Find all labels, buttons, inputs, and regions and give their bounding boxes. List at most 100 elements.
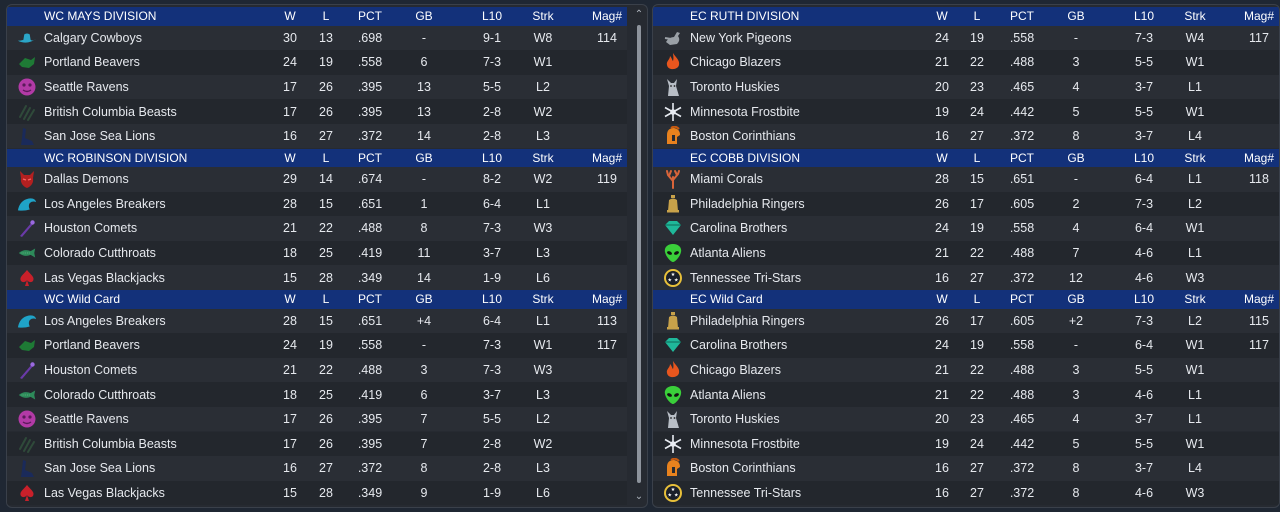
team-name[interactable]: Seattle Ravens	[44, 79, 129, 94]
team-name[interactable]: Portland Beavers	[44, 55, 140, 70]
column-header-l[interactable]: L	[322, 9, 330, 24]
team-name[interactable]: Tennessee Tri-Stars	[690, 485, 802, 500]
team-row[interactable]: Las Vegas Blackjacks 15 28 .349 9 1-9 L6	[7, 480, 627, 506]
scrollbar-thumb[interactable]	[637, 25, 641, 483]
team-row[interactable]: Seattle Ravens 17 26 .395 13 5-5 L2	[7, 74, 627, 100]
column-header-strk[interactable]: Strk	[532, 9, 554, 24]
team-row[interactable]: Los Angeles Breakers 28 15 .651 1 6-4 L1	[7, 191, 627, 217]
team-row[interactable]: Atlanta Aliens 21 22 .488 7 4-6 L1	[653, 240, 1279, 266]
team-row[interactable]: Toronto Huskies 20 23 .465 4 3-7 L1	[653, 74, 1279, 100]
column-header-l[interactable]: L	[973, 9, 981, 24]
column-header-l10[interactable]: L10	[1133, 9, 1155, 24]
team-name[interactable]: Las Vegas Blackjacks	[44, 485, 165, 500]
column-header-strk[interactable]: Strk	[1184, 292, 1206, 307]
team-name[interactable]: Chicago Blazers	[690, 362, 782, 377]
vertical-scrollbar[interactable]: ⌃ ⌄	[633, 9, 645, 503]
team-name[interactable]: Boston Corinthians	[690, 129, 796, 144]
team-name[interactable]: Philadelphia Ringers	[690, 196, 805, 211]
team-row[interactable]: Philadelphia Ringers 26 17 .605 +2 7-3 L2 115	[653, 308, 1279, 334]
column-header-l[interactable]: L	[322, 150, 330, 165]
team-row[interactable]: Atlanta Aliens 21 22 .488 3 4-6 L1	[653, 382, 1279, 407]
scroll-up-icon[interactable]: ⌃	[634, 9, 644, 20]
column-header-mag[interactable]: Mag#	[1243, 150, 1275, 165]
team-name[interactable]: New York Pigeons	[690, 30, 792, 45]
column-header-mag[interactable]: Mag#	[591, 150, 623, 165]
team-row[interactable]: Chicago Blazers 21 22 .488 3 5-5 W1	[653, 50, 1279, 75]
team-row[interactable]: Minnesota Frostbite 19 24 .442 5 5-5 W1	[653, 99, 1279, 124]
team-row[interactable]: Carolina Brothers 24 19 .558 - 6-4 W1 117	[653, 333, 1279, 358]
team-row[interactable]: Minnesota Frostbite 19 24 .442 5 5-5 W1	[653, 431, 1279, 457]
column-header-l[interactable]: L	[322, 292, 330, 307]
team-name[interactable]: Minnesota Frostbite	[690, 104, 800, 119]
team-row[interactable]: Boston Corinthians 16 27 .372 8 3-7 L4	[653, 123, 1279, 149]
team-name[interactable]: Philadelphia Ringers	[690, 313, 805, 328]
column-header-pct[interactable]: PCT	[1010, 150, 1034, 165]
team-name[interactable]: San Jose Sea Lions	[44, 461, 156, 476]
team-row[interactable]: Seattle Ravens 17 26 .395 7 5-5 L2	[7, 406, 627, 432]
column-header-l10[interactable]: L10	[1133, 150, 1155, 165]
team-name[interactable]: Atlanta Aliens	[690, 246, 766, 261]
column-header-l[interactable]: L	[973, 292, 981, 307]
column-header-pct[interactable]: PCT	[358, 292, 382, 307]
team-name[interactable]: Las Vegas Blackjacks	[44, 270, 165, 285]
column-header-strk[interactable]: Strk	[532, 150, 554, 165]
team-name[interactable]: Boston Corinthians	[690, 461, 796, 476]
team-name[interactable]: Calgary Cowboys	[44, 30, 142, 45]
team-row[interactable]: British Columbia Beasts 17 26 .395 7 2-8 W2	[7, 431, 627, 457]
column-header-gb[interactable]: GB	[1067, 150, 1085, 165]
team-row[interactable]: Houston Comets 21 22 .488 8 7-3 W3	[7, 216, 627, 241]
column-header-pct[interactable]: PCT	[1010, 9, 1034, 24]
column-header-w[interactable]: W	[284, 9, 296, 24]
team-name[interactable]: Toronto Huskies	[690, 412, 780, 427]
team-row[interactable]: Calgary Cowboys 30 13 .698 - 9-1 W8 114	[7, 25, 627, 51]
team-name[interactable]: Los Angeles Breakers	[44, 196, 166, 211]
team-name[interactable]: Portland Beavers	[44, 338, 140, 353]
column-header-gb[interactable]: GB	[415, 292, 433, 307]
team-name[interactable]: Houston Comets	[44, 221, 138, 236]
column-header-mag[interactable]: Mag#	[591, 9, 623, 24]
team-name[interactable]: Chicago Blazers	[690, 55, 782, 70]
team-name[interactable]: Colorado Cutthroats	[44, 246, 156, 261]
column-header-l10[interactable]: L10	[1133, 292, 1155, 307]
team-name[interactable]: Seattle Ravens	[44, 412, 129, 427]
column-header-w[interactable]: W	[936, 150, 948, 165]
team-row[interactable]: Portland Beavers 24 19 .558 6 7-3 W1	[7, 50, 627, 75]
column-header-mag[interactable]: Mag#	[1243, 292, 1275, 307]
column-header-gb[interactable]: GB	[1067, 292, 1085, 307]
team-row[interactable]: Portland Beavers 24 19 .558 - 7-3 W1 117	[7, 333, 627, 358]
column-header-strk[interactable]: Strk	[532, 292, 554, 307]
column-header-l10[interactable]: L10	[481, 292, 503, 307]
team-row[interactable]: San Jose Sea Lions 16 27 .372 14 2-8 L3	[7, 123, 627, 149]
column-header-l[interactable]: L	[973, 150, 981, 165]
team-name[interactable]: Los Angeles Breakers	[44, 313, 166, 328]
team-row[interactable]: Chicago Blazers 21 22 .488 3 5-5 W1	[653, 357, 1279, 383]
team-name[interactable]: Minnesota Frostbite	[690, 436, 800, 451]
column-header-mag[interactable]: Mag#	[591, 292, 623, 307]
team-row[interactable]: Boston Corinthians 16 27 .372 8 3-7 L4	[653, 456, 1279, 481]
team-name[interactable]: Houston Comets	[44, 362, 138, 377]
team-row[interactable]: San Jose Sea Lions 16 27 .372 8 2-8 L3	[7, 456, 627, 481]
team-row[interactable]: Carolina Brothers 24 19 .558 4 6-4 W1	[653, 216, 1279, 241]
team-row[interactable]: ★ ★ ★ Tennessee Tri-Stars 16 27 .372 12 4-6 W3	[653, 265, 1279, 290]
team-row[interactable]: Houston Comets 21 22 .488 3 7-3 W3	[7, 357, 627, 383]
column-header-l10[interactable]: L10	[481, 9, 503, 24]
team-name[interactable]: Carolina Brothers	[690, 221, 788, 236]
team-name[interactable]: San Jose Sea Lions	[44, 129, 156, 144]
team-name[interactable]: Colorado Cutthroats	[44, 387, 156, 402]
column-header-l10[interactable]: L10	[481, 150, 503, 165]
team-row[interactable]: Los Angeles Breakers 28 15 .651 +4 6-4 L1 113	[7, 308, 627, 334]
scroll-down-icon[interactable]: ⌄	[634, 491, 644, 502]
team-name[interactable]: Toronto Huskies	[690, 79, 780, 94]
column-header-w[interactable]: W	[284, 150, 296, 165]
column-header-pct[interactable]: PCT	[358, 9, 382, 24]
column-header-pct[interactable]: PCT	[1010, 292, 1034, 307]
team-row[interactable]: Las Vegas Blackjacks 15 28 .349 14 1-9 L6	[7, 265, 627, 290]
team-row[interactable]: Colorado Cutthroats 18 25 .419 11 3-7 L3	[7, 240, 627, 266]
column-header-gb[interactable]: GB	[415, 9, 433, 24]
column-header-w[interactable]: W	[936, 9, 948, 24]
team-row[interactable]: Dallas Demons 29 14 .674 - 8-2 W2 119	[7, 167, 627, 192]
team-row[interactable]: New York Pigeons 24 19 .558 - 7-3 W4 117	[653, 25, 1279, 51]
column-header-pct[interactable]: PCT	[358, 150, 382, 165]
column-header-strk[interactable]: Strk	[1184, 9, 1206, 24]
team-name[interactable]: Tennessee Tri-Stars	[690, 270, 802, 285]
